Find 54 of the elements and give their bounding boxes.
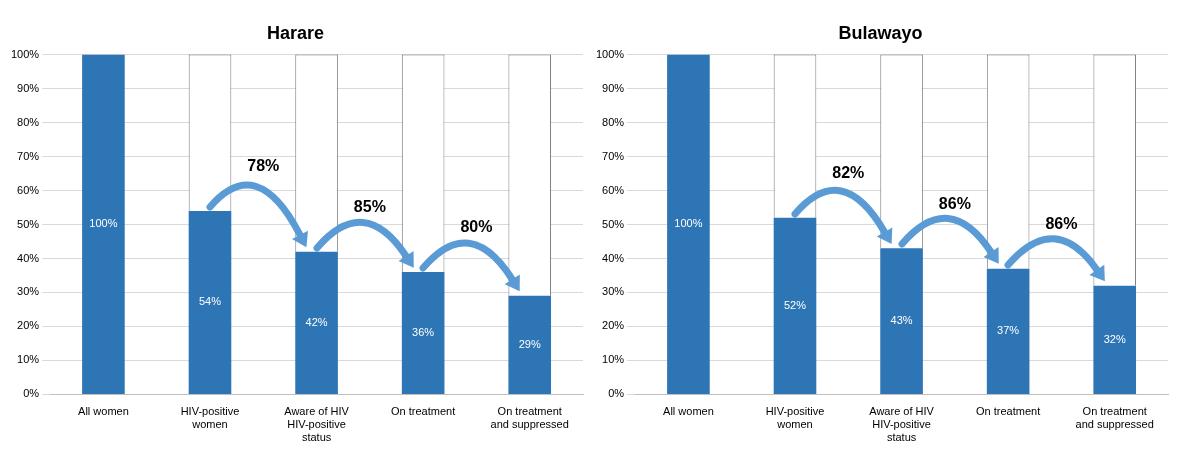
data-label: 37% [997, 324, 1020, 337]
data-label: 52% [783, 298, 807, 311]
y-tick-label: 30% [17, 285, 40, 298]
data-label: 100% [89, 217, 118, 230]
x-tick-label: HIV-positive women [765, 405, 825, 431]
x-tick-label: On treatment and suppressed [1075, 405, 1154, 431]
chart-title: Bulawayo [838, 22, 923, 43]
bar [1093, 285, 1137, 394]
y-tick-label: 70% [17, 149, 40, 162]
y-tick-label: 50% [17, 217, 40, 230]
y-tick-label: 0% [608, 387, 625, 400]
annotation: 78% [247, 157, 280, 175]
y-tick-label: 90% [602, 81, 625, 94]
y-tick-label: 10% [17, 353, 40, 366]
x-tick-label: All women [663, 405, 714, 418]
y-tick-label: 40% [602, 251, 625, 264]
y-tick-label: 0% [23, 387, 40, 400]
chart-title: Harare [266, 22, 325, 43]
data-label: 100% [674, 217, 703, 230]
annotation: 86% [938, 194, 971, 212]
y-tick-label: 20% [17, 319, 40, 332]
data-label: 43% [890, 314, 913, 327]
annotation: 82% [832, 164, 865, 182]
x-tick-label: On treatment [391, 405, 456, 418]
x-tick-label: On treatment and suppressed [490, 405, 569, 431]
data-label: 36% [412, 326, 435, 339]
bar [82, 54, 125, 394]
bar [508, 295, 552, 394]
y-tick-label: 70% [602, 149, 625, 162]
y-tick-label: 80% [602, 115, 625, 128]
annotation: 80% [460, 218, 493, 236]
data-label: 42% [305, 315, 328, 328]
x-tick-label: On treatment [976, 405, 1041, 418]
y-tick-label: 100% [595, 47, 625, 60]
x-tick-label: All women [78, 405, 129, 418]
y-tick-label: 100% [10, 47, 40, 60]
x-tick-label: Aware of HIV HIV-positive status [869, 405, 935, 444]
y-tick-label: 60% [602, 183, 625, 196]
y-tick-label: 40% [17, 251, 40, 264]
data-label: 32% [1103, 332, 1126, 345]
y-tick-label: 50% [602, 217, 625, 230]
y-tick-label: 90% [17, 81, 40, 94]
annotation: 86% [1045, 215, 1078, 233]
x-tick-label: Aware of HIV HIV-positive status [284, 405, 350, 444]
bar [667, 54, 710, 394]
annotation: 85% [353, 198, 386, 216]
y-tick-label: 30% [602, 285, 625, 298]
data-label: 54% [198, 295, 222, 308]
y-tick-label: 60% [17, 183, 40, 196]
y-tick-label: 10% [602, 353, 625, 366]
y-tick-label: 20% [602, 319, 625, 332]
y-tick-label: 80% [17, 115, 40, 128]
x-tick-label: HIV-positive women [180, 405, 240, 431]
data-label: 29% [518, 337, 541, 350]
